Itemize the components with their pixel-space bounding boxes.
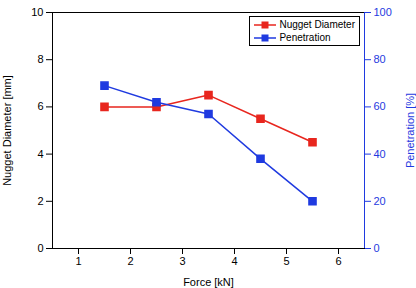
svg-text:2: 2 [127, 255, 133, 267]
svg-text:5: 5 [283, 255, 289, 267]
svg-text:Nugget Diameter [mm]: Nugget Diameter [mm] [1, 75, 13, 186]
svg-text:20: 20 [374, 195, 386, 207]
svg-text:Penetration [%]: Penetration [%] [404, 93, 416, 168]
svg-text:4: 4 [231, 255, 237, 267]
svg-text:40: 40 [374, 148, 386, 160]
svg-text:8: 8 [37, 53, 43, 65]
svg-text:10: 10 [31, 6, 43, 18]
svg-text:60: 60 [374, 100, 386, 112]
svg-text:1: 1 [75, 255, 81, 267]
svg-text:100: 100 [374, 6, 392, 18]
svg-text:80: 80 [374, 53, 386, 65]
svg-text:4: 4 [37, 148, 43, 160]
svg-text:Force [kN]: Force [kN] [183, 276, 234, 288]
svg-text:6: 6 [37, 100, 43, 112]
html-text:Nugget Diameter: Nugget Diameter [279, 19, 355, 30]
html-text:Penetration: Penetration [279, 32, 331, 43]
svg-text:2: 2 [37, 195, 43, 207]
svg-text:0: 0 [37, 242, 43, 254]
svg-text:3: 3 [179, 255, 185, 267]
svg-text:0: 0 [374, 242, 380, 254]
svg-text:6: 6 [335, 255, 341, 267]
